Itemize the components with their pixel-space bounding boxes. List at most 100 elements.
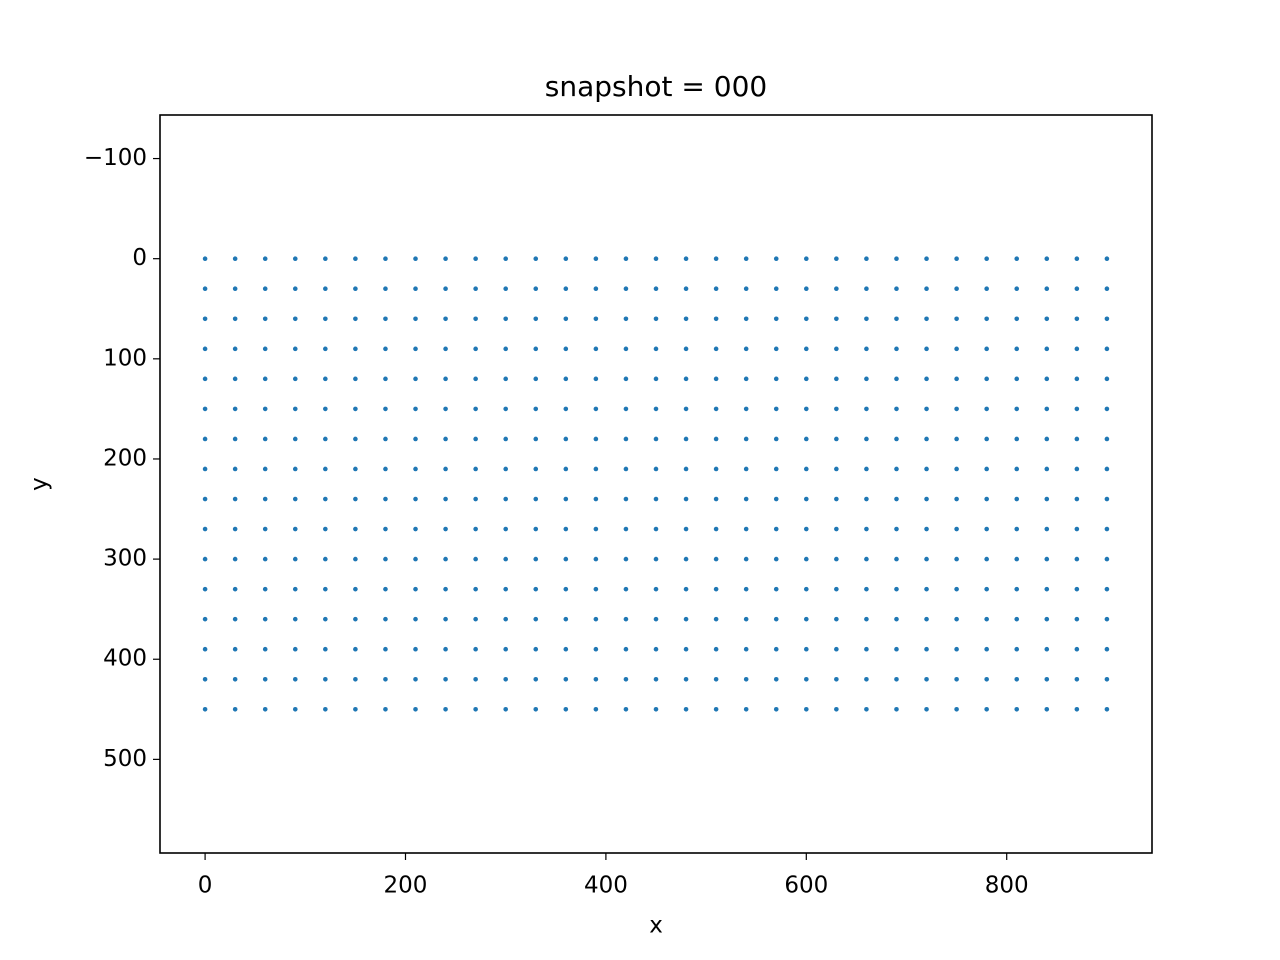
point bbox=[353, 526, 358, 532]
point bbox=[623, 676, 629, 682]
point bbox=[443, 436, 448, 442]
point bbox=[1074, 466, 1080, 472]
point bbox=[353, 346, 358, 352]
point bbox=[924, 616, 929, 622]
point bbox=[383, 436, 388, 442]
point bbox=[954, 526, 959, 532]
point bbox=[864, 616, 869, 622]
point bbox=[683, 436, 689, 442]
point bbox=[984, 526, 989, 532]
point bbox=[683, 406, 689, 412]
point bbox=[262, 316, 268, 322]
point bbox=[954, 556, 959, 562]
point bbox=[262, 616, 268, 622]
point bbox=[683, 466, 689, 472]
point bbox=[503, 646, 508, 652]
point bbox=[262, 436, 268, 442]
point bbox=[1104, 556, 1110, 562]
point bbox=[262, 406, 268, 412]
point bbox=[984, 616, 989, 622]
point bbox=[1014, 586, 1020, 592]
x-tick-label: 600 bbox=[784, 873, 828, 899]
point bbox=[232, 436, 238, 442]
point bbox=[1104, 646, 1110, 652]
point bbox=[202, 346, 208, 352]
point bbox=[1104, 346, 1110, 352]
point bbox=[1044, 526, 1050, 532]
point bbox=[503, 376, 508, 382]
point bbox=[383, 676, 388, 682]
point bbox=[323, 286, 328, 292]
point bbox=[353, 466, 358, 472]
point bbox=[353, 676, 358, 682]
point bbox=[1104, 376, 1110, 382]
point bbox=[1014, 376, 1020, 382]
point bbox=[292, 556, 298, 562]
point bbox=[804, 646, 809, 652]
point bbox=[834, 676, 839, 682]
point bbox=[894, 376, 899, 382]
point bbox=[954, 286, 959, 292]
point bbox=[743, 256, 749, 261]
point bbox=[683, 376, 689, 382]
point bbox=[563, 316, 569, 322]
y-tick-label: 200 bbox=[103, 445, 147, 471]
point bbox=[924, 466, 929, 472]
point bbox=[834, 256, 839, 261]
point bbox=[894, 526, 899, 532]
point bbox=[232, 466, 238, 472]
point bbox=[443, 316, 448, 322]
point bbox=[533, 616, 539, 622]
point bbox=[894, 646, 899, 652]
point bbox=[653, 496, 659, 502]
point bbox=[383, 526, 388, 532]
point bbox=[623, 346, 629, 352]
point bbox=[834, 406, 839, 412]
point bbox=[323, 646, 328, 652]
point bbox=[1074, 316, 1080, 322]
point bbox=[1014, 496, 1020, 502]
point bbox=[984, 496, 989, 502]
point bbox=[804, 256, 809, 261]
point bbox=[353, 496, 358, 502]
point bbox=[202, 316, 208, 322]
point bbox=[773, 466, 779, 472]
point bbox=[683, 676, 689, 682]
point bbox=[232, 346, 238, 352]
point bbox=[443, 466, 448, 472]
point bbox=[1074, 286, 1080, 292]
point bbox=[683, 496, 689, 502]
point bbox=[232, 676, 238, 682]
point bbox=[653, 376, 659, 382]
point bbox=[773, 616, 779, 622]
point bbox=[1074, 616, 1080, 622]
point bbox=[473, 316, 478, 322]
point bbox=[743, 496, 749, 502]
point bbox=[533, 526, 539, 532]
point bbox=[924, 286, 929, 292]
point bbox=[563, 436, 569, 442]
point bbox=[683, 556, 689, 562]
point bbox=[323, 346, 328, 352]
point bbox=[1044, 316, 1050, 322]
point bbox=[292, 676, 298, 682]
point bbox=[443, 646, 448, 652]
point bbox=[563, 556, 569, 562]
point bbox=[503, 346, 508, 352]
point bbox=[804, 496, 809, 502]
point bbox=[834, 707, 839, 712]
point bbox=[864, 676, 869, 682]
point bbox=[1014, 676, 1020, 682]
point bbox=[353, 316, 358, 322]
point bbox=[894, 346, 899, 352]
point bbox=[593, 586, 599, 592]
point bbox=[954, 466, 959, 472]
point bbox=[1074, 436, 1080, 442]
point bbox=[924, 436, 929, 442]
point bbox=[773, 286, 779, 292]
point bbox=[262, 526, 268, 532]
point bbox=[593, 526, 599, 532]
point bbox=[954, 496, 959, 502]
point bbox=[533, 466, 539, 472]
point bbox=[593, 406, 599, 412]
